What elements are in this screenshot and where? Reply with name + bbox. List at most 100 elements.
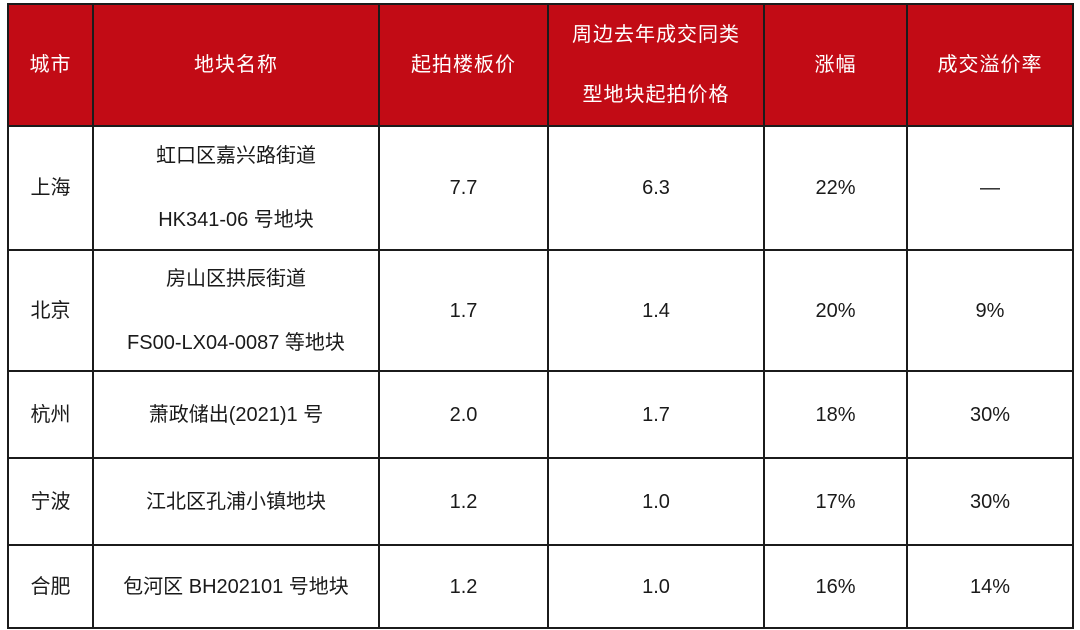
cell-starting-floor-price: 1.2 bbox=[378, 544, 549, 629]
cell-lines: 6.3 bbox=[550, 177, 762, 199]
cell-lines: 1.2 bbox=[381, 490, 546, 513]
land-auction-table-wrap: 城市 地块名称 起拍楼板价 周边去年成交同类 型地块起拍价格 涨幅 成交溢价率 上海 虹口区嘉… bbox=[7, 3, 1074, 629]
cell-premium-rate: 14% bbox=[906, 544, 1074, 629]
column-header-city: 城市 bbox=[7, 3, 94, 127]
cell-text: 包河区 BH202101 号地块 bbox=[123, 575, 349, 598]
cell-nearby-last-year-starting-price: 1.7 bbox=[547, 370, 765, 459]
cell-text: 1.0 bbox=[642, 575, 670, 598]
column-header-increase: 涨幅 bbox=[763, 3, 908, 127]
cell-lines: 2.0 bbox=[381, 403, 546, 426]
column-header-starting-floor-price: 起拍楼板价 bbox=[378, 3, 549, 127]
column-header-lines: 城市 bbox=[10, 54, 91, 76]
table-row: 合肥 包河区 BH202101 号地块 1.2 1.0 16% 14% bbox=[7, 544, 1074, 629]
table-body: 上海 虹口区嘉兴路街道 HK341-06 号地块 7.7 6.3 22% — 北京 房山区拱辰街… bbox=[7, 125, 1074, 629]
column-header-lines: 成交溢价率 bbox=[909, 54, 1071, 76]
cell-lines: 1.4 bbox=[550, 300, 762, 322]
column-header-parcel-name: 地块名称 bbox=[92, 3, 380, 127]
cell-increase: 16% bbox=[763, 544, 908, 629]
cell-text: 宁波 bbox=[30, 490, 71, 513]
cell-city: 北京 bbox=[7, 249, 94, 372]
cell-parcel-name: 虹口区嘉兴路街道 HK341-06 号地块 bbox=[92, 125, 380, 251]
column-header-label: 起拍楼板价 bbox=[411, 54, 516, 76]
column-header-premium-rate: 成交溢价率 bbox=[906, 3, 1074, 127]
cell-premium-rate: 30% bbox=[906, 370, 1074, 459]
cell-increase: 20% bbox=[763, 249, 908, 372]
cell-text: FS00-LX04-0087 等地块 bbox=[127, 331, 345, 354]
cell-text: 合肥 bbox=[30, 575, 71, 598]
cell-text: 北京 bbox=[30, 299, 71, 322]
cell-increase: 18% bbox=[763, 370, 908, 459]
cell-lines: 合肥 bbox=[10, 575, 91, 598]
cell-lines: 22% bbox=[766, 177, 905, 199]
cell-nearby-last-year-starting-price: 1.0 bbox=[547, 457, 765, 546]
table-header: 城市 地块名称 起拍楼板价 周边去年成交同类 型地块起拍价格 涨幅 成交溢价率 bbox=[7, 3, 1074, 127]
column-header-lines: 周边去年成交同类 型地块起拍价格 bbox=[550, 24, 762, 106]
cell-text: 1.2 bbox=[449, 575, 478, 598]
cell-text: 虹口区嘉兴路街道 bbox=[156, 145, 316, 167]
cell-lines: 16% bbox=[766, 575, 905, 598]
table-row: 宁波 江北区孔浦小镇地块 1.2 1.0 17% 30% bbox=[7, 457, 1074, 546]
cell-lines: 20% bbox=[766, 300, 905, 322]
cell-text: 杭州 bbox=[30, 403, 71, 426]
cell-premium-rate: 30% bbox=[906, 457, 1074, 546]
cell-text: 22% bbox=[815, 177, 856, 199]
cell-lines: — bbox=[909, 177, 1071, 199]
cell-text: 1.0 bbox=[642, 490, 670, 513]
cell-premium-rate: — bbox=[906, 125, 1074, 251]
cell-text: 17% bbox=[815, 490, 856, 513]
cell-text: 18% bbox=[815, 403, 856, 426]
cell-text: 1.7 bbox=[449, 299, 478, 322]
header-row: 城市 地块名称 起拍楼板价 周边去年成交同类 型地块起拍价格 涨幅 成交溢价率 bbox=[7, 3, 1074, 127]
column-header-lines: 涨幅 bbox=[766, 54, 905, 76]
cell-lines: 杭州 bbox=[10, 403, 91, 426]
cell-starting-floor-price: 1.2 bbox=[378, 457, 549, 546]
cell-nearby-last-year-starting-price: 1.0 bbox=[547, 544, 765, 629]
cell-lines: 1.7 bbox=[381, 299, 546, 322]
table-row: 上海 虹口区嘉兴路街道 HK341-06 号地块 7.7 6.3 22% — bbox=[7, 125, 1074, 251]
column-header-label: 型地块起拍价格 bbox=[582, 84, 730, 106]
cell-nearby-last-year-starting-price: 6.3 bbox=[547, 125, 765, 251]
cell-lines: 30% bbox=[909, 490, 1071, 513]
cell-text: HK341-06 号地块 bbox=[158, 209, 314, 231]
column-header-label: 成交溢价率 bbox=[937, 54, 1043, 76]
cell-lines: 9% bbox=[909, 299, 1071, 322]
cell-premium-rate: 9% bbox=[906, 249, 1074, 372]
column-header-lines: 起拍楼板价 bbox=[381, 54, 546, 76]
cell-starting-floor-price: 7.7 bbox=[378, 125, 549, 251]
cell-lines: 萧政储出(2021)1 号 bbox=[95, 403, 377, 426]
column-header-lines: 地块名称 bbox=[95, 54, 377, 76]
cell-lines: 17% bbox=[766, 490, 905, 513]
cell-lines: 18% bbox=[766, 403, 905, 426]
cell-lines: 1.0 bbox=[550, 575, 762, 598]
cell-text: 6.3 bbox=[642, 177, 670, 199]
cell-text: 2.0 bbox=[449, 403, 478, 426]
cell-nearby-last-year-starting-price: 1.4 bbox=[547, 249, 765, 372]
cell-parcel-name: 包河区 BH202101 号地块 bbox=[92, 544, 380, 629]
cell-text: 江北区孔浦小镇地块 bbox=[146, 490, 326, 513]
cell-city: 上海 bbox=[7, 125, 94, 251]
cell-starting-floor-price: 1.7 bbox=[378, 249, 549, 372]
cell-city: 宁波 bbox=[7, 457, 94, 546]
cell-text: 1.2 bbox=[449, 490, 478, 513]
column-header-nearby-last-year-starting-price: 周边去年成交同类 型地块起拍价格 bbox=[547, 3, 765, 127]
cell-lines: 北京 bbox=[10, 299, 91, 322]
cell-city: 杭州 bbox=[7, 370, 94, 459]
cell-lines: 1.7 bbox=[550, 403, 762, 426]
cell-lines: 虹口区嘉兴路街道 HK341-06 号地块 bbox=[95, 145, 377, 231]
cell-text: 9% bbox=[975, 299, 1005, 322]
column-header-label: 城市 bbox=[29, 54, 72, 76]
cell-text: 16% bbox=[815, 575, 856, 598]
cell-starting-floor-price: 2.0 bbox=[378, 370, 549, 459]
cell-increase: 17% bbox=[763, 457, 908, 546]
cell-text: 30% bbox=[969, 490, 1011, 513]
cell-lines: 1.2 bbox=[381, 575, 546, 598]
cell-lines: 上海 bbox=[10, 177, 91, 199]
cell-text: 1.7 bbox=[642, 403, 670, 426]
cell-text: 上海 bbox=[30, 177, 71, 199]
cell-lines: 14% bbox=[909, 576, 1071, 598]
cell-text: — bbox=[980, 177, 1000, 199]
land-auction-table: 城市 地块名称 起拍楼板价 周边去年成交同类 型地块起拍价格 涨幅 成交溢价率 上海 虹口区嘉… bbox=[7, 3, 1074, 629]
cell-lines: 房山区拱辰街道 FS00-LX04-0087 等地块 bbox=[95, 268, 377, 354]
cell-increase: 22% bbox=[763, 125, 908, 251]
cell-text: 萧政储出(2021)1 号 bbox=[148, 403, 324, 426]
